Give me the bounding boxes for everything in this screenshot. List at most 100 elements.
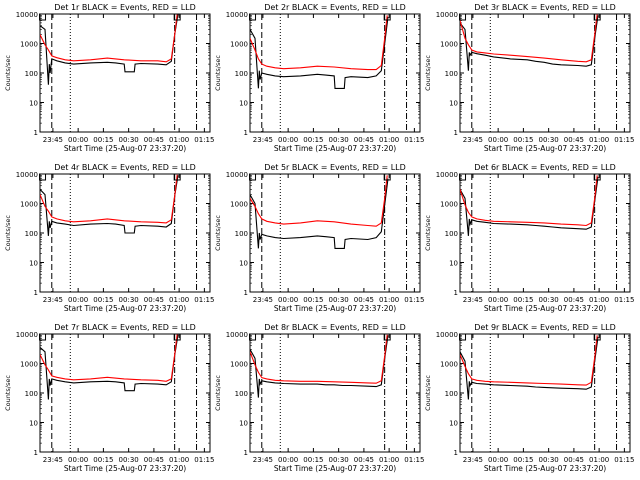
x-tick-label: 01:00 [379,136,399,144]
chart-title: Det 4r BLACK = Events, RED = LLD [54,163,196,172]
y-tick-label: 10 [449,100,458,108]
y-tick-label: 1000 [230,361,248,369]
series-events-line [460,176,599,236]
x-axis-label: Start Time (25-Aug-07 23:37:20) [274,144,396,153]
y-tick-label: 100 [445,230,458,238]
series-events-line [40,175,179,236]
y-tick-label: 10 [449,260,458,268]
x-tick-label: 01:00 [169,456,189,464]
x-axis-label: Start Time (25-Aug-07 23:37:20) [274,464,396,473]
y-tick-label: 10 [29,420,38,428]
y-tick-label: 100 [25,70,38,78]
x-tick-label: 00:15 [303,296,323,304]
marker-square [249,333,257,341]
marker-square [173,333,181,341]
plot-frame [459,173,631,293]
y-tick-label: 1 [454,449,458,457]
y-tick-label: 100 [445,70,458,78]
series-lld-line [40,334,178,382]
y-tick-label: 1000 [440,361,458,369]
x-tick-label: 00:45 [354,296,374,304]
marker-square [383,173,391,181]
x-tick-label: 01:15 [404,296,424,304]
y-axis-label: Counts/sec [424,55,432,91]
x-tick-label: 01:00 [589,296,609,304]
y-tick-label: 1000 [20,41,38,49]
x-tick-label: 00:15 [93,136,113,144]
series-lld-line [40,14,178,63]
x-tick-label: 23:45 [253,296,273,304]
x-tick-label: 00:15 [303,136,323,144]
x-tick-label: 00:30 [119,456,139,464]
marker-square [39,173,47,181]
series-lld-line [250,15,388,71]
x-tick-label: 23:45 [463,296,483,304]
series-events-line [250,178,389,249]
x-tick-label: 00:30 [539,136,559,144]
y-axis-label: Counts/sec [214,55,222,91]
x-tick-label: 01:00 [169,136,189,144]
y-tick-label: 1 [244,289,248,297]
x-tick-label: 01:00 [379,296,399,304]
x-tick-label: 00:45 [564,456,584,464]
series-events-line [460,336,599,400]
marker-square [39,333,47,341]
x-tick-label: 00:30 [329,136,349,144]
x-tick-label: 01:15 [614,456,634,464]
y-tick-label: 100 [235,230,248,238]
panel-det-8: Det 8r BLACK = Events, RED = LLD 1 10 100 10… [214,323,424,473]
plot-frame [39,333,211,453]
x-tick-label: 00:00 [68,456,88,464]
y-tick-label: 10000 [436,11,458,19]
chart-title: Det 6r BLACK = Events, RED = LLD [474,163,616,172]
plot-frame [249,13,421,133]
x-tick-label: 00:00 [68,136,88,144]
x-tick-label: 01:15 [614,296,634,304]
y-tick-label: 100 [445,390,458,398]
series-events-line [40,14,179,85]
marker-square [39,13,47,21]
x-tick-label: 00:45 [564,136,584,144]
y-tick-label: 10000 [226,331,248,339]
x-tick-label: 01:15 [404,136,424,144]
y-tick-label: 10000 [226,171,248,179]
y-tick-label: 1000 [230,41,248,49]
y-tick-label: 10000 [436,331,458,339]
marker-square [593,13,601,21]
y-tick-label: 100 [25,390,38,398]
y-tick-label: 100 [235,390,248,398]
x-tick-label: 23:45 [463,136,483,144]
x-tick-label: 00:15 [93,456,113,464]
x-tick-label: 00:45 [354,136,374,144]
x-tick-label: 01:00 [589,136,609,144]
y-tick-label: 1 [34,449,38,457]
panel-det-4: Det 4r BLACK = Events, RED = LLD 1 10 100 10… [4,163,214,313]
series-lld-line [250,175,388,227]
marker-square [459,173,467,181]
x-tick-label: 00:30 [329,456,349,464]
chart-title: Det 2r BLACK = Events, RED = LLD [264,3,406,12]
x-tick-label: 00:45 [144,296,164,304]
x-tick-label: 00:15 [303,456,323,464]
y-tick-label: 1 [34,129,38,137]
x-tick-label: 00:15 [513,456,533,464]
x-axis-label: Start Time (25-Aug-07 23:37:20) [64,464,186,473]
y-tick-label: 1000 [230,201,248,209]
series-events-line [40,334,179,400]
y-tick-label: 10 [239,100,248,108]
marker-square [173,13,181,21]
series-events-line [250,16,389,89]
x-axis-label: Start Time (25-Aug-07 23:37:20) [64,144,186,153]
y-tick-label: 1000 [440,41,458,49]
series-lld-line [460,14,598,63]
panel-det-1: Det 1r BLACK = Events, RED = LLD 1 10 100 10… [4,3,214,153]
x-tick-label: 00:00 [488,456,508,464]
chart-title: Det 7r BLACK = Events, RED = LLD [54,323,196,332]
chart-title: Det 3r BLACK = Events, RED = LLD [474,3,616,12]
x-tick-label: 23:45 [253,456,273,464]
series-lld-line [250,334,388,384]
x-tick-label: 00:00 [278,296,298,304]
x-tick-label: 01:00 [589,456,609,464]
y-tick-label: 10 [29,100,38,108]
panel-det-5: Det 5r BLACK = Events, RED = LLD 1 10 100 10… [214,163,424,313]
